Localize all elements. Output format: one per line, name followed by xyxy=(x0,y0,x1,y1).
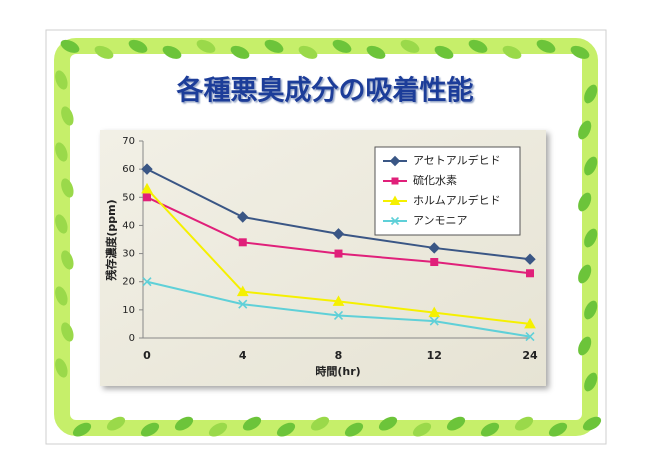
x-tick-label: 0 xyxy=(143,349,151,362)
y-tick-label: 10 xyxy=(122,305,135,316)
leaf xyxy=(61,322,74,342)
y-tick-label: 20 xyxy=(122,277,135,288)
marker xyxy=(141,163,153,175)
leaf xyxy=(196,39,216,53)
leaf xyxy=(230,45,250,59)
x-tick-label: 24 xyxy=(522,349,538,362)
legend-label: 硫化水素 xyxy=(413,174,457,187)
leaf xyxy=(584,300,598,320)
y-tick-label: 60 xyxy=(122,164,135,175)
leaf xyxy=(55,214,68,234)
leaf xyxy=(174,416,194,431)
marker xyxy=(524,317,536,329)
marker xyxy=(430,258,439,267)
leaf xyxy=(378,416,398,431)
leaf xyxy=(578,264,592,284)
marker xyxy=(142,277,152,287)
leaf xyxy=(400,39,420,53)
marker xyxy=(332,228,345,240)
legend-label: アンモニア xyxy=(413,214,468,227)
leaf xyxy=(162,45,182,59)
leaf xyxy=(72,422,92,437)
leaf xyxy=(276,422,296,437)
leaf xyxy=(578,120,592,140)
legend-marker xyxy=(391,177,399,185)
marker xyxy=(526,269,534,278)
legend-marker xyxy=(389,155,401,167)
leaf xyxy=(536,39,556,53)
marker xyxy=(524,253,536,265)
leaf-decoration xyxy=(55,39,602,437)
x-tick-label: 12 xyxy=(427,349,442,362)
marker xyxy=(429,316,439,326)
marker xyxy=(334,249,343,258)
leaf xyxy=(366,45,386,59)
leaf xyxy=(55,142,68,162)
leaf xyxy=(94,45,114,59)
y-axis-label: 残存濃度(ppm) xyxy=(104,199,118,281)
y-tick-label: 0 xyxy=(129,333,135,344)
y-tick-label: 30 xyxy=(122,249,135,260)
legend-marker xyxy=(389,195,401,205)
y-tick-label: 40 xyxy=(122,220,135,231)
marker xyxy=(525,332,535,342)
leaf xyxy=(61,250,74,270)
leaf xyxy=(332,39,352,53)
legend-label: アセトアルデヒド xyxy=(413,153,501,167)
leaf xyxy=(578,192,592,212)
leaf xyxy=(584,372,598,392)
marker xyxy=(333,310,344,321)
leaf xyxy=(242,416,262,431)
leaf xyxy=(61,178,74,198)
leaf xyxy=(570,45,590,59)
leaf xyxy=(128,39,148,53)
leaf xyxy=(548,422,568,437)
leaf xyxy=(584,84,598,104)
leaf xyxy=(106,416,126,431)
x-tick-label: 4 xyxy=(239,349,247,362)
leaf xyxy=(55,286,68,306)
leaf xyxy=(480,422,500,437)
marker xyxy=(237,211,249,223)
y-tick-label: 50 xyxy=(122,192,135,203)
y-tick-label: 70 xyxy=(122,136,135,147)
leaf xyxy=(514,416,534,431)
marker xyxy=(428,242,440,254)
leaf xyxy=(446,416,466,431)
chart-title: 各種悪臭成分の吸着性能 xyxy=(176,75,474,107)
leaf xyxy=(55,358,68,378)
marker xyxy=(236,285,249,297)
plot-area: 0 10 20 30 40 50 60 70 0 4 8 12 24 アセトアルデヒド硫化水素ホルムアルデ… xyxy=(122,136,538,362)
leaf xyxy=(264,39,284,53)
legend-marker xyxy=(390,216,400,226)
marker xyxy=(332,295,345,306)
x-tick-label: 8 xyxy=(335,349,343,362)
leaf xyxy=(298,45,318,59)
marker xyxy=(428,306,441,318)
leaf xyxy=(208,422,228,437)
marker xyxy=(141,182,153,194)
legend-label: ホルムアルデヒド xyxy=(413,193,501,207)
leaf xyxy=(582,416,602,431)
leaf xyxy=(584,228,598,248)
leaf xyxy=(578,336,592,356)
leaf xyxy=(310,416,330,431)
leaf xyxy=(502,45,522,59)
leaf xyxy=(140,422,160,437)
leaf xyxy=(55,70,68,90)
leaf xyxy=(61,106,74,126)
marker xyxy=(238,238,247,247)
leaf xyxy=(468,39,488,53)
leaf xyxy=(434,45,454,59)
leaf xyxy=(60,39,80,53)
marker xyxy=(143,193,151,202)
leaf xyxy=(584,156,598,176)
x-axis-label: 時間(hr) xyxy=(315,364,360,378)
leaf xyxy=(412,422,432,437)
marker xyxy=(238,299,248,309)
leaf xyxy=(344,422,364,437)
